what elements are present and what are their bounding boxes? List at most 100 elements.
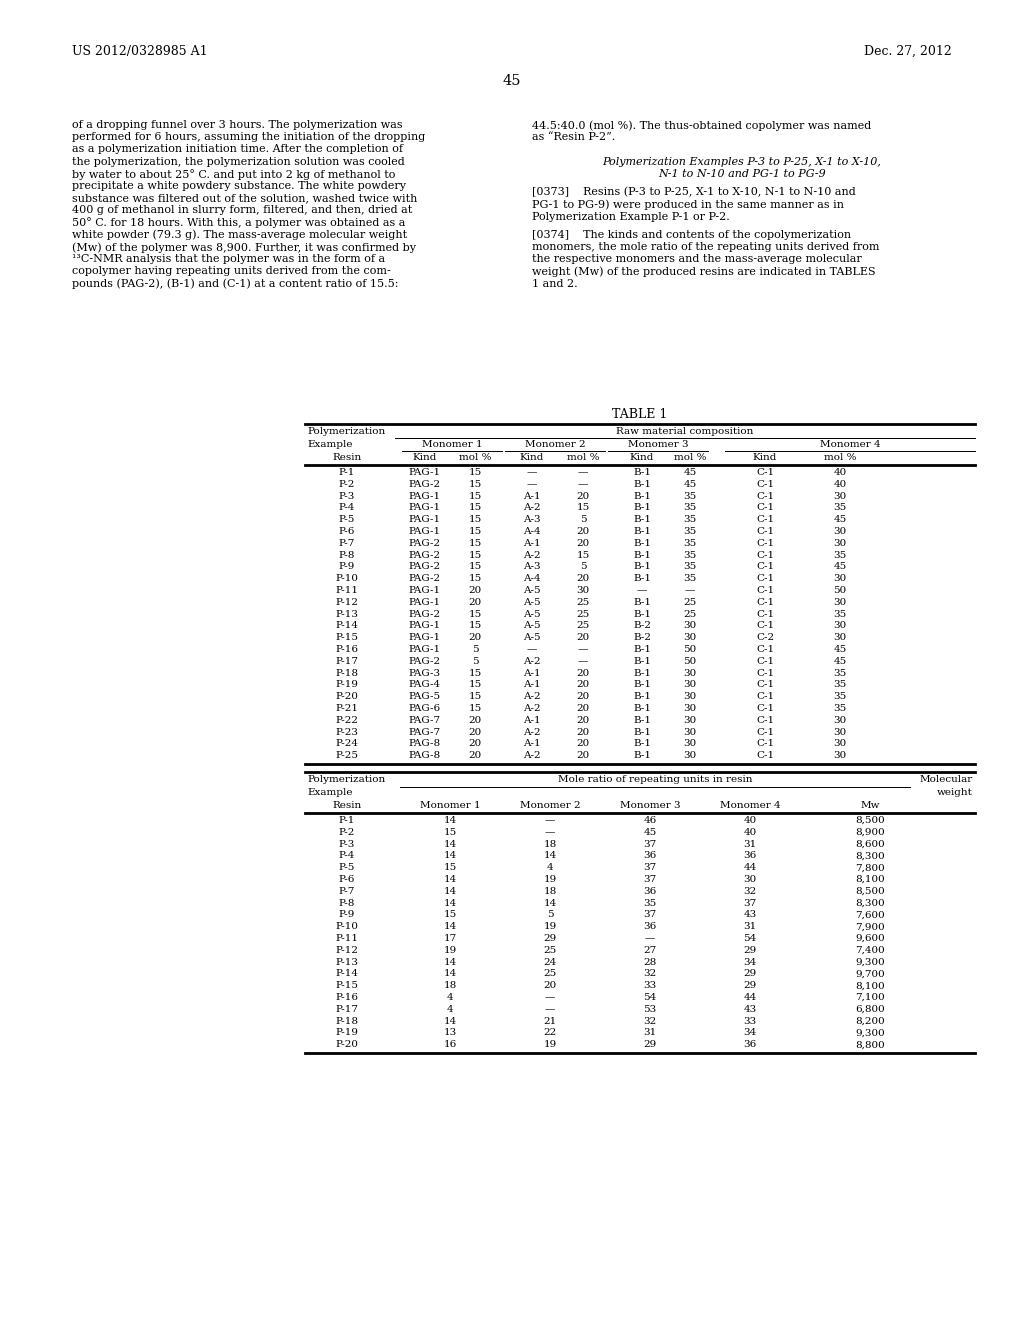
Text: 36: 36 bbox=[643, 923, 656, 931]
Text: 18: 18 bbox=[544, 887, 557, 896]
Text: 14: 14 bbox=[443, 887, 457, 896]
Text: 50: 50 bbox=[683, 645, 696, 653]
Text: 5: 5 bbox=[580, 562, 587, 572]
Text: 1 and 2.: 1 and 2. bbox=[532, 279, 578, 289]
Text: PAG-8: PAG-8 bbox=[409, 739, 441, 748]
Text: 30: 30 bbox=[577, 586, 590, 595]
Text: A-5: A-5 bbox=[523, 634, 541, 643]
Text: P-16: P-16 bbox=[336, 993, 358, 1002]
Text: 35: 35 bbox=[683, 550, 696, 560]
Text: 37: 37 bbox=[643, 840, 656, 849]
Text: B-1: B-1 bbox=[633, 715, 651, 725]
Text: 37: 37 bbox=[743, 899, 757, 908]
Text: 29: 29 bbox=[643, 1040, 656, 1049]
Text: 45: 45 bbox=[834, 645, 847, 653]
Text: 15: 15 bbox=[468, 669, 481, 677]
Text: 35: 35 bbox=[834, 704, 847, 713]
Text: 30: 30 bbox=[834, 539, 847, 548]
Text: PAG-2: PAG-2 bbox=[409, 550, 441, 560]
Text: copolymer having repeating units derived from the com-: copolymer having repeating units derived… bbox=[72, 267, 391, 276]
Text: P-6: P-6 bbox=[339, 875, 355, 884]
Text: 35: 35 bbox=[834, 692, 847, 701]
Text: PAG-4: PAG-4 bbox=[409, 680, 441, 689]
Text: 14: 14 bbox=[544, 851, 557, 861]
Text: P-5: P-5 bbox=[339, 863, 355, 873]
Text: as a polymerization initiation time. After the completion of: as a polymerization initiation time. Aft… bbox=[72, 144, 403, 154]
Text: 8,300: 8,300 bbox=[855, 851, 885, 861]
Text: C-1: C-1 bbox=[756, 680, 774, 689]
Text: 29: 29 bbox=[743, 946, 757, 954]
Text: P-12: P-12 bbox=[336, 946, 358, 954]
Text: 7,400: 7,400 bbox=[855, 946, 885, 954]
Text: P-13: P-13 bbox=[336, 957, 358, 966]
Text: B-1: B-1 bbox=[633, 491, 651, 500]
Text: C-1: C-1 bbox=[756, 645, 774, 653]
Text: 14: 14 bbox=[443, 969, 457, 978]
Text: —: — bbox=[526, 479, 538, 488]
Text: 45: 45 bbox=[834, 657, 847, 665]
Text: 35: 35 bbox=[834, 503, 847, 512]
Text: 34: 34 bbox=[743, 1028, 757, 1038]
Text: 20: 20 bbox=[577, 491, 590, 500]
Text: P-3: P-3 bbox=[339, 840, 355, 849]
Text: —: — bbox=[545, 816, 555, 825]
Text: 4: 4 bbox=[446, 993, 454, 1002]
Text: 36: 36 bbox=[643, 887, 656, 896]
Text: 8,500: 8,500 bbox=[855, 816, 885, 825]
Text: —: — bbox=[578, 657, 588, 665]
Text: P-11: P-11 bbox=[336, 935, 358, 942]
Text: TABLE 1: TABLE 1 bbox=[612, 408, 668, 421]
Text: 19: 19 bbox=[443, 946, 457, 954]
Text: 30: 30 bbox=[834, 622, 847, 631]
Text: [0374]    The kinds and contents of the copolymerization: [0374] The kinds and contents of the cop… bbox=[532, 230, 851, 240]
Text: 30: 30 bbox=[683, 669, 696, 677]
Text: mol %: mol % bbox=[674, 453, 707, 462]
Text: B-1: B-1 bbox=[633, 515, 651, 524]
Text: A-2: A-2 bbox=[523, 657, 541, 665]
Text: 30: 30 bbox=[834, 574, 847, 583]
Text: P-9: P-9 bbox=[339, 911, 355, 920]
Text: C-1: C-1 bbox=[756, 550, 774, 560]
Text: 30: 30 bbox=[834, 527, 847, 536]
Text: 25: 25 bbox=[544, 969, 557, 978]
Text: Resin: Resin bbox=[333, 453, 361, 462]
Text: Monomer 4: Monomer 4 bbox=[819, 440, 881, 449]
Text: 14: 14 bbox=[443, 923, 457, 931]
Text: 8,200: 8,200 bbox=[855, 1016, 885, 1026]
Text: 25: 25 bbox=[683, 610, 696, 619]
Text: A-1: A-1 bbox=[523, 669, 541, 677]
Text: P-8: P-8 bbox=[339, 899, 355, 908]
Text: P-4: P-4 bbox=[339, 851, 355, 861]
Text: 35: 35 bbox=[643, 899, 656, 908]
Text: 15: 15 bbox=[468, 479, 481, 488]
Text: B-1: B-1 bbox=[633, 704, 651, 713]
Text: C-2: C-2 bbox=[756, 634, 774, 643]
Text: 14: 14 bbox=[443, 899, 457, 908]
Text: C-1: C-1 bbox=[756, 727, 774, 737]
Text: PAG-5: PAG-5 bbox=[409, 692, 441, 701]
Text: —: — bbox=[578, 645, 588, 653]
Text: —: — bbox=[526, 469, 538, 477]
Text: PAG-1: PAG-1 bbox=[409, 586, 441, 595]
Text: P-8: P-8 bbox=[339, 550, 355, 560]
Text: 15: 15 bbox=[443, 911, 457, 920]
Text: P-22: P-22 bbox=[336, 715, 358, 725]
Text: C-1: C-1 bbox=[756, 491, 774, 500]
Text: PAG-3: PAG-3 bbox=[409, 669, 441, 677]
Text: —: — bbox=[545, 993, 555, 1002]
Text: —: — bbox=[526, 645, 538, 653]
Text: 31: 31 bbox=[743, 923, 757, 931]
Text: 44.5:40.0 (mol %). The thus-obtained copolymer was named: 44.5:40.0 (mol %). The thus-obtained cop… bbox=[532, 120, 871, 131]
Text: P-19: P-19 bbox=[336, 1028, 358, 1038]
Text: 20: 20 bbox=[577, 751, 590, 760]
Text: 50° C. for 18 hours. With this, a polymer was obtained as a: 50° C. for 18 hours. With this, a polyme… bbox=[72, 218, 406, 228]
Text: PAG-7: PAG-7 bbox=[409, 727, 441, 737]
Text: P-3: P-3 bbox=[339, 491, 355, 500]
Text: PAG-1: PAG-1 bbox=[409, 469, 441, 477]
Text: mol %: mol % bbox=[823, 453, 856, 462]
Text: [0373]    Resins (P-3 to P-25, X-1 to X-10, N-1 to N-10 and: [0373] Resins (P-3 to P-25, X-1 to X-10,… bbox=[532, 187, 856, 198]
Text: 33: 33 bbox=[743, 1016, 757, 1026]
Text: 20: 20 bbox=[577, 574, 590, 583]
Text: 14: 14 bbox=[443, 957, 457, 966]
Text: 36: 36 bbox=[743, 851, 757, 861]
